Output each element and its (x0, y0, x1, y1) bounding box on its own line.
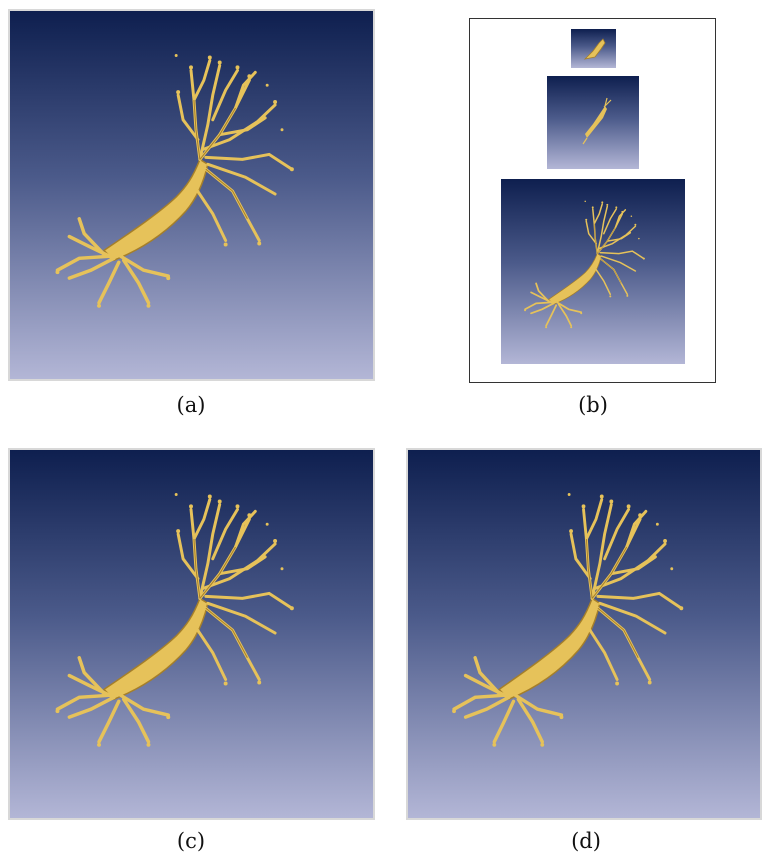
neuron-render-c (10, 450, 373, 818)
panel-d (406, 448, 762, 820)
caption-b: (b) (578, 393, 608, 417)
caption-d: (d) (571, 829, 601, 853)
neuron-render-b-large (501, 179, 685, 364)
neuron-render-b-medium (547, 76, 639, 169)
pyramid-level-large (501, 179, 685, 364)
caption-c: (c) (176, 829, 206, 853)
panel-c (8, 448, 375, 820)
panel-b (469, 18, 716, 383)
neuron-render-b-small (571, 29, 616, 68)
pyramid-level-small (571, 29, 616, 68)
caption-a: (a) (176, 393, 206, 417)
neuron-render-d (408, 450, 760, 818)
panel-a (8, 9, 375, 381)
pyramid-level-medium (547, 76, 639, 169)
neuron-render-a (10, 11, 373, 379)
